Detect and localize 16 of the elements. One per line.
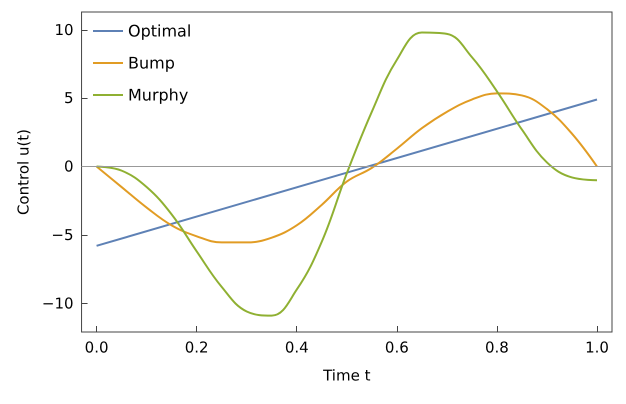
x-tick-label: 0.0	[84, 338, 108, 356]
legend-label: Murphy	[128, 86, 188, 104]
y-tick-label: 0	[64, 158, 74, 176]
y-tick-label: −10	[42, 294, 74, 312]
y-tick-label: −5	[51, 226, 74, 244]
x-tick-label: 0.6	[384, 338, 409, 356]
x-tick-label: 0.4	[284, 338, 309, 356]
x-tick-label: 1.0	[585, 338, 609, 356]
y-tick-label: 5	[64, 89, 74, 108]
x-tick-label: 0.8	[484, 338, 509, 356]
x-tick-label: 0.2	[184, 338, 209, 356]
legend-label: Bump	[128, 54, 175, 72]
x-axis-title: Time t	[322, 366, 371, 384]
y-axis-title: Control u(t)	[14, 128, 32, 216]
y-tick-label: 10	[54, 20, 74, 39]
legend-label: Optimal	[128, 22, 192, 40]
